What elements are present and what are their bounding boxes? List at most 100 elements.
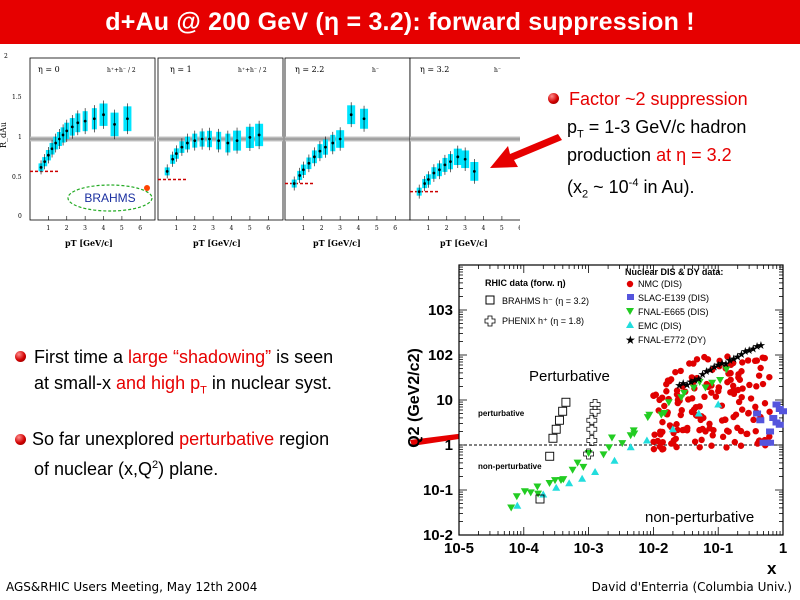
nmc-point bbox=[696, 403, 703, 410]
nmc-point bbox=[696, 444, 703, 451]
nmc-point bbox=[690, 406, 698, 413]
slac-point bbox=[766, 439, 775, 446]
legend-brahms: BRAHMS h⁻ (η = 3.2) bbox=[502, 296, 589, 306]
xtick-label: 10-2 bbox=[638, 540, 668, 557]
nmc-point bbox=[677, 411, 684, 419]
e772-point: ★ bbox=[744, 345, 754, 357]
xtick-label: 6 bbox=[518, 225, 520, 232]
nmc-point bbox=[730, 413, 737, 421]
nmc-point bbox=[701, 393, 708, 401]
eta-label-1: η = 1 bbox=[170, 65, 192, 74]
left-b1-l1-b: is seen bbox=[271, 347, 334, 367]
rdau-point bbox=[417, 190, 421, 194]
xtick-label: 4 bbox=[482, 225, 486, 232]
nmc-point bbox=[751, 357, 759, 365]
nmc-point bbox=[723, 444, 730, 451]
rdau-point bbox=[449, 160, 452, 164]
nmc-point bbox=[731, 438, 739, 446]
ytick-top: 2 bbox=[4, 53, 8, 60]
left-b2-l2-b: ) plane. bbox=[158, 459, 219, 479]
nmc-point bbox=[685, 396, 692, 403]
ytick-1.5: 1.5 bbox=[12, 94, 22, 101]
e772-point: ★ bbox=[737, 349, 747, 361]
nmc-point bbox=[715, 387, 722, 395]
xtick-label: 1 bbox=[426, 225, 430, 232]
right-line-3-b: ~ 10 bbox=[588, 177, 629, 197]
e665-point bbox=[680, 389, 689, 397]
rdau-point bbox=[50, 147, 54, 151]
xtick-label: 10-1 bbox=[703, 540, 733, 557]
e772-point: ★ bbox=[674, 380, 684, 392]
xtick-label: 5 bbox=[375, 225, 379, 232]
nmc-point bbox=[725, 428, 732, 435]
rdau-point bbox=[313, 155, 316, 159]
nmc-point bbox=[734, 424, 741, 432]
nmc-point bbox=[688, 377, 696, 385]
nmc-point bbox=[738, 406, 746, 413]
emc-point bbox=[668, 425, 677, 433]
species-0: h⁺+h⁻ / 2 bbox=[107, 67, 136, 74]
slac-point bbox=[766, 428, 775, 435]
ytick-label: 10-1 bbox=[423, 482, 453, 499]
eta-label-0: η = 0 bbox=[38, 65, 60, 74]
emc-legend-marker bbox=[626, 321, 634, 328]
rdau-point bbox=[338, 137, 342, 141]
footer-right: David d'Enterria (Columbia Univ.) bbox=[591, 580, 792, 594]
brahms-point bbox=[545, 451, 555, 461]
nmc-point bbox=[708, 389, 715, 396]
rdau-point bbox=[46, 153, 50, 157]
nmc-point bbox=[716, 357, 723, 365]
slac-point bbox=[779, 408, 787, 415]
e665-point bbox=[568, 466, 577, 474]
nmc-point bbox=[706, 420, 713, 428]
nmc-point bbox=[709, 432, 716, 439]
panel-eta-labels: η = 0 η = 1 η = 2.2 η = 3.2 h⁺+h⁻ / 2 h⁺… bbox=[38, 65, 501, 74]
right-line-1-a: p bbox=[567, 117, 578, 137]
ytick-0: 0 bbox=[18, 213, 22, 220]
xtick-label: 10-5 bbox=[444, 540, 474, 557]
nmc-point bbox=[724, 353, 731, 360]
legend-rhic: RHIC data (forw. η) BRAHMS h⁻ (η = 3.2) … bbox=[484, 278, 589, 327]
left-b1-l2-red: and high p bbox=[116, 373, 201, 393]
phenix-point bbox=[586, 414, 598, 426]
nmc-point bbox=[691, 438, 699, 445]
rdau-point bbox=[61, 133, 65, 137]
left-b1-l1-red: large “shadowing” bbox=[128, 347, 272, 367]
legend-nuclear: Nuclear DIS & DY data: NMC (DIS) SLAC-E1… bbox=[625, 267, 723, 347]
rdau-point bbox=[331, 141, 335, 145]
nmc-point bbox=[761, 354, 768, 362]
y-tick-labels: 10-2 10-1 1 10 102 103 bbox=[423, 302, 453, 544]
rdau-point bbox=[307, 161, 311, 165]
xtick-label: 1 bbox=[301, 225, 305, 232]
plot-ticks bbox=[458, 265, 783, 536]
phenix-point bbox=[586, 435, 598, 446]
e772-point: ★ bbox=[713, 360, 723, 372]
e665-point bbox=[579, 463, 588, 471]
right-line-3-a: (x bbox=[567, 177, 582, 197]
brahms-rdau-figure: 2 R_dAu 1.5 1 0.5 0 1 2 3 4 5 6 1 2 3 4 5 6 1 2 3 4 5 6 1 2… bbox=[0, 48, 536, 253]
rdau-point bbox=[180, 145, 184, 149]
e772-point: ★ bbox=[756, 340, 766, 352]
arrow-to-panel bbox=[490, 134, 562, 168]
xtick-label: 6 bbox=[138, 225, 142, 232]
left-b1-line1: First time a large “shadowing” is seen bbox=[34, 344, 333, 370]
ytick-label: 10-2 bbox=[423, 527, 453, 544]
nmc-point bbox=[744, 430, 751, 438]
nmc-point bbox=[746, 381, 753, 389]
slide-title-bar: d+Au @ 200 GeV (η = 3.2): forward suppre… bbox=[0, 0, 800, 44]
nmc-point bbox=[677, 367, 684, 375]
nmc-point bbox=[759, 380, 767, 388]
e772-point: ★ bbox=[748, 344, 758, 356]
left-b1-l1-a: First time a bbox=[34, 347, 129, 367]
xtick-label: 6 bbox=[266, 225, 270, 232]
rdau-point bbox=[423, 182, 427, 185]
nmc-point bbox=[752, 427, 759, 435]
e665-point bbox=[695, 378, 704, 386]
slac-legend-marker bbox=[627, 294, 634, 300]
e665-point bbox=[618, 440, 627, 448]
e665-point bbox=[630, 430, 639, 438]
xtick-label: 1 bbox=[46, 225, 50, 232]
rdau-point bbox=[43, 160, 47, 164]
right-line-1-b: = 1-3 GeV/c hadron bbox=[583, 117, 747, 137]
e665-point bbox=[689, 384, 698, 392]
